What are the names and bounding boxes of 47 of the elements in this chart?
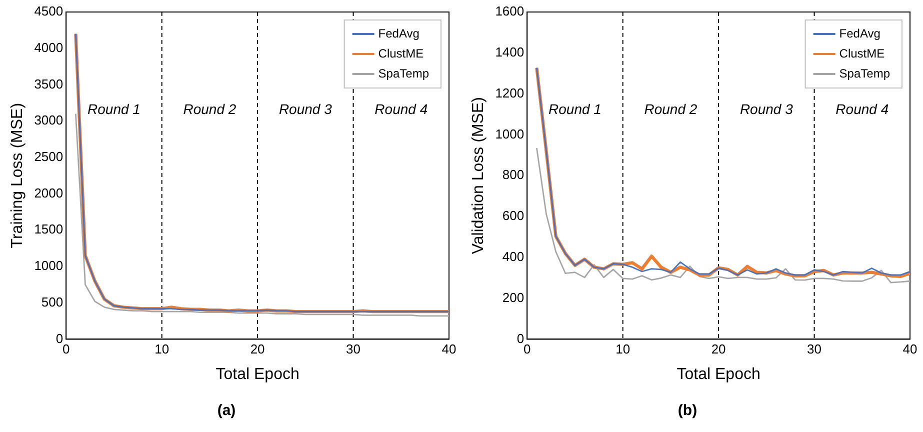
annotation: Round 3: [278, 101, 332, 118]
x-tick-label: 10: [616, 342, 630, 357]
x-axis-title: Total Epoch: [676, 366, 760, 383]
text: (a): [217, 402, 236, 420]
x-tick-label: 10: [154, 342, 170, 357]
annotation: Round 4: [836, 101, 889, 118]
y-tick-label: 0: [516, 330, 524, 346]
x-tick-label: 30: [807, 342, 822, 357]
y-tick-label: 1400: [495, 44, 524, 60]
y-tick-label: 1500: [34, 222, 64, 237]
y-tick-label: 4500: [34, 4, 64, 19]
y-tick-label: 1000: [34, 258, 64, 274]
y-tick-label: 200: [502, 290, 524, 305]
text: (b): [678, 402, 698, 420]
legend-label: ClustME: [839, 46, 885, 60]
y-tick-label: 2000: [34, 185, 64, 200]
y-axis-title: Training Loss (MSE): [9, 102, 26, 248]
y-tick-label: 3500: [34, 76, 64, 92]
y-tick-label: 600: [502, 208, 524, 224]
y-axis-title: Validation Loss (MSE): [470, 97, 488, 254]
y-tick-label: 1200: [495, 85, 524, 100]
legend-label: FedAvg: [839, 26, 880, 40]
legend-label: SpaTemp: [839, 66, 890, 80]
x-tick-label: 40: [902, 342, 918, 357]
annotation: Round 1: [88, 101, 140, 118]
x-tick-label: 20: [711, 342, 726, 357]
y-tick-label: 4000: [34, 40, 64, 55]
annotation: Round 4: [374, 101, 428, 118]
x-tick-label: 20: [250, 342, 265, 357]
legend-label: ClustME: [378, 46, 424, 60]
y-tick-label: 400: [502, 248, 524, 264]
annotation: Round 1: [548, 101, 602, 118]
y-tick-label: 2500: [34, 149, 64, 164]
y-tick-label: 800: [502, 167, 524, 182]
x-tick-label: 30: [346, 342, 361, 357]
annotation: Round 2: [183, 101, 236, 118]
y-tick-label: 1600: [495, 4, 524, 19]
legend-label: FedAvg: [378, 26, 420, 40]
y-tick-label: 3000: [34, 112, 64, 128]
legend-label: SpaTemp: [378, 66, 430, 80]
y-tick-label: 500: [41, 294, 64, 310]
y-tick-label: 0: [56, 330, 64, 346]
y-tick-label: 1000: [495, 126, 524, 142]
annotation: Round 3: [740, 101, 794, 118]
x-tick-label: 40: [442, 342, 456, 357]
annotation: Round 2: [644, 101, 698, 118]
x-axis-title: Total Epoch: [216, 366, 300, 383]
